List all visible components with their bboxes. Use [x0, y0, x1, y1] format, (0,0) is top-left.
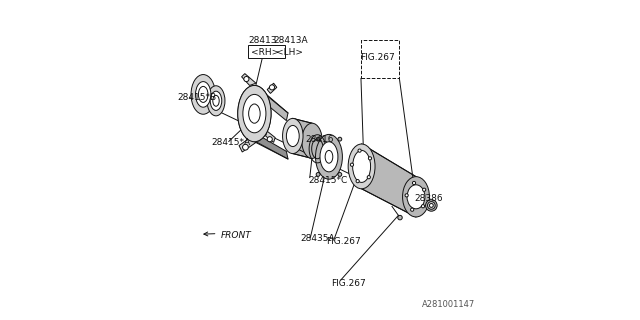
Circle shape: [338, 137, 342, 141]
Text: FIG.267: FIG.267: [360, 53, 395, 62]
Text: 28435A: 28435A: [301, 234, 335, 243]
Circle shape: [316, 137, 320, 141]
Text: 28413: 28413: [248, 36, 276, 44]
Ellipse shape: [348, 144, 375, 189]
Polygon shape: [268, 83, 277, 93]
Circle shape: [316, 172, 320, 176]
Ellipse shape: [407, 185, 425, 209]
Circle shape: [421, 205, 424, 208]
Polygon shape: [254, 133, 288, 159]
Ellipse shape: [403, 177, 429, 217]
Ellipse shape: [207, 86, 225, 116]
Circle shape: [369, 157, 372, 160]
Circle shape: [338, 172, 342, 176]
Ellipse shape: [316, 134, 342, 179]
Ellipse shape: [287, 125, 299, 147]
Polygon shape: [239, 139, 256, 152]
Text: FRONT: FRONT: [221, 231, 252, 240]
Text: 28415*A: 28415*A: [211, 138, 250, 147]
Circle shape: [367, 176, 371, 179]
Ellipse shape: [238, 85, 271, 142]
Text: FIG.267: FIG.267: [326, 237, 361, 246]
Polygon shape: [362, 144, 416, 217]
Ellipse shape: [320, 142, 338, 172]
Text: 28416: 28416: [306, 135, 334, 144]
Circle shape: [405, 194, 408, 197]
Circle shape: [422, 188, 426, 191]
Text: 28386: 28386: [415, 194, 443, 203]
Text: A281001147: A281001147: [422, 300, 475, 309]
Text: <LH>: <LH>: [276, 48, 303, 57]
Circle shape: [411, 208, 414, 211]
Circle shape: [429, 204, 433, 207]
Circle shape: [350, 163, 353, 166]
Ellipse shape: [191, 75, 215, 114]
Circle shape: [243, 144, 248, 150]
Ellipse shape: [238, 85, 271, 142]
Circle shape: [268, 137, 273, 142]
Circle shape: [398, 215, 403, 220]
Ellipse shape: [302, 123, 323, 158]
Circle shape: [269, 85, 275, 90]
Ellipse shape: [243, 94, 266, 133]
Ellipse shape: [210, 91, 222, 110]
Polygon shape: [242, 74, 256, 85]
Circle shape: [426, 200, 437, 211]
Bar: [248, 45, 285, 58]
Text: 28415*B: 28415*B: [178, 93, 217, 102]
Circle shape: [358, 149, 361, 152]
Polygon shape: [254, 85, 288, 121]
Text: FIG.267: FIG.267: [332, 279, 366, 288]
Text: 28413A: 28413A: [274, 36, 308, 44]
Text: 28415*C: 28415*C: [309, 176, 348, 185]
Bar: [361, 40, 399, 78]
Ellipse shape: [243, 94, 266, 133]
Ellipse shape: [196, 82, 211, 107]
Circle shape: [356, 180, 359, 183]
Text: <RH>: <RH>: [251, 48, 279, 57]
Circle shape: [412, 181, 415, 185]
Circle shape: [428, 202, 435, 209]
Polygon shape: [266, 131, 275, 142]
Ellipse shape: [353, 150, 371, 182]
Circle shape: [244, 76, 249, 82]
Ellipse shape: [282, 118, 303, 154]
Polygon shape: [292, 118, 312, 158]
